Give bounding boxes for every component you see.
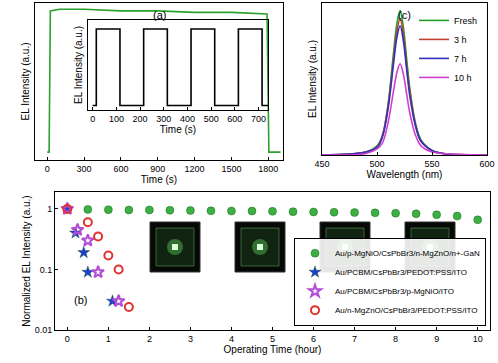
svg-text:0.1: 0.1 bbox=[40, 265, 53, 275]
svg-text:EL Intensity (a.u.): EL Intensity (a.u.) bbox=[20, 43, 31, 121]
svg-text:300: 300 bbox=[156, 114, 171, 124]
svg-text:1200: 1200 bbox=[185, 164, 205, 174]
svg-text:Au/PCBM/CsPbBr3/PEDOT:PSS/ITO: Au/PCBM/CsPbBr3/PEDOT:PSS/ITO bbox=[335, 268, 467, 277]
svg-text:9: 9 bbox=[434, 334, 439, 344]
svg-text:0: 0 bbox=[45, 164, 50, 174]
svg-text:Au/PCBM/CsPbBr3/p-MgNiO/ITO: Au/PCBM/CsPbBr3/p-MgNiO/ITO bbox=[335, 287, 454, 296]
svg-text:3 h: 3 h bbox=[454, 35, 467, 45]
svg-text:0: 0 bbox=[90, 114, 95, 124]
svg-text:(b): (b) bbox=[74, 294, 87, 306]
svg-text:Operating Time (hour): Operating Time (hour) bbox=[224, 344, 322, 355]
svg-text:1500: 1500 bbox=[221, 164, 241, 174]
svg-text:600: 600 bbox=[227, 114, 242, 124]
svg-text:EL Intensity (a.u.): EL Intensity (a.u.) bbox=[307, 40, 318, 118]
svg-text:1800: 1800 bbox=[258, 164, 278, 174]
svg-text:Fresh: Fresh bbox=[454, 16, 477, 26]
svg-text:0.01: 0.01 bbox=[35, 325, 53, 335]
svg-text:8: 8 bbox=[393, 334, 398, 344]
svg-text:Wavelength (nm): Wavelength (nm) bbox=[367, 169, 443, 180]
svg-text:Au/p-MgNiO/CsPbBr3/n-MgZnO/n+-: Au/p-MgNiO/CsPbBr3/n-MgZnO/n+-GaN bbox=[335, 249, 480, 258]
svg-text:450: 450 bbox=[314, 159, 329, 169]
svg-text:10: 10 bbox=[473, 334, 483, 344]
svg-text:600: 600 bbox=[113, 164, 128, 174]
svg-text:500: 500 bbox=[369, 159, 384, 169]
svg-text:1: 1 bbox=[47, 204, 52, 214]
svg-text:700: 700 bbox=[251, 114, 266, 124]
svg-text:7 h: 7 h bbox=[454, 54, 467, 64]
svg-text:6: 6 bbox=[311, 334, 316, 344]
svg-text:(a): (a) bbox=[153, 9, 166, 21]
svg-text:400: 400 bbox=[180, 114, 195, 124]
svg-text:0: 0 bbox=[65, 334, 70, 344]
svg-text:10 h: 10 h bbox=[454, 73, 472, 83]
svg-text:550: 550 bbox=[424, 159, 439, 169]
svg-text:100: 100 bbox=[109, 114, 124, 124]
svg-text:Time (s): Time (s) bbox=[160, 124, 196, 135]
svg-text:(c): (c) bbox=[398, 9, 411, 21]
svg-text:2: 2 bbox=[147, 334, 152, 344]
svg-text:Time (s): Time (s) bbox=[141, 174, 177, 185]
svg-text:3: 3 bbox=[188, 334, 193, 344]
svg-text:4: 4 bbox=[229, 334, 234, 344]
svg-text:EL Intensity (a.u.): EL Intensity (a.u.) bbox=[73, 26, 84, 104]
svg-text:Normalized EL Intensity (a.u.): Normalized EL Intensity (a.u.) bbox=[21, 195, 32, 326]
svg-text:1: 1 bbox=[106, 334, 111, 344]
svg-text:500: 500 bbox=[204, 114, 219, 124]
svg-text:300: 300 bbox=[77, 164, 92, 174]
svg-text:200: 200 bbox=[133, 114, 148, 124]
svg-text:Au/n-MgZnO/CsPbBr3/PEDOT:PSS/I: Au/n-MgZnO/CsPbBr3/PEDOT:PSS/ITO bbox=[335, 306, 478, 315]
svg-text:600: 600 bbox=[479, 159, 494, 169]
svg-text:7: 7 bbox=[352, 334, 357, 344]
svg-text:5: 5 bbox=[270, 334, 275, 344]
svg-text:900: 900 bbox=[150, 164, 165, 174]
